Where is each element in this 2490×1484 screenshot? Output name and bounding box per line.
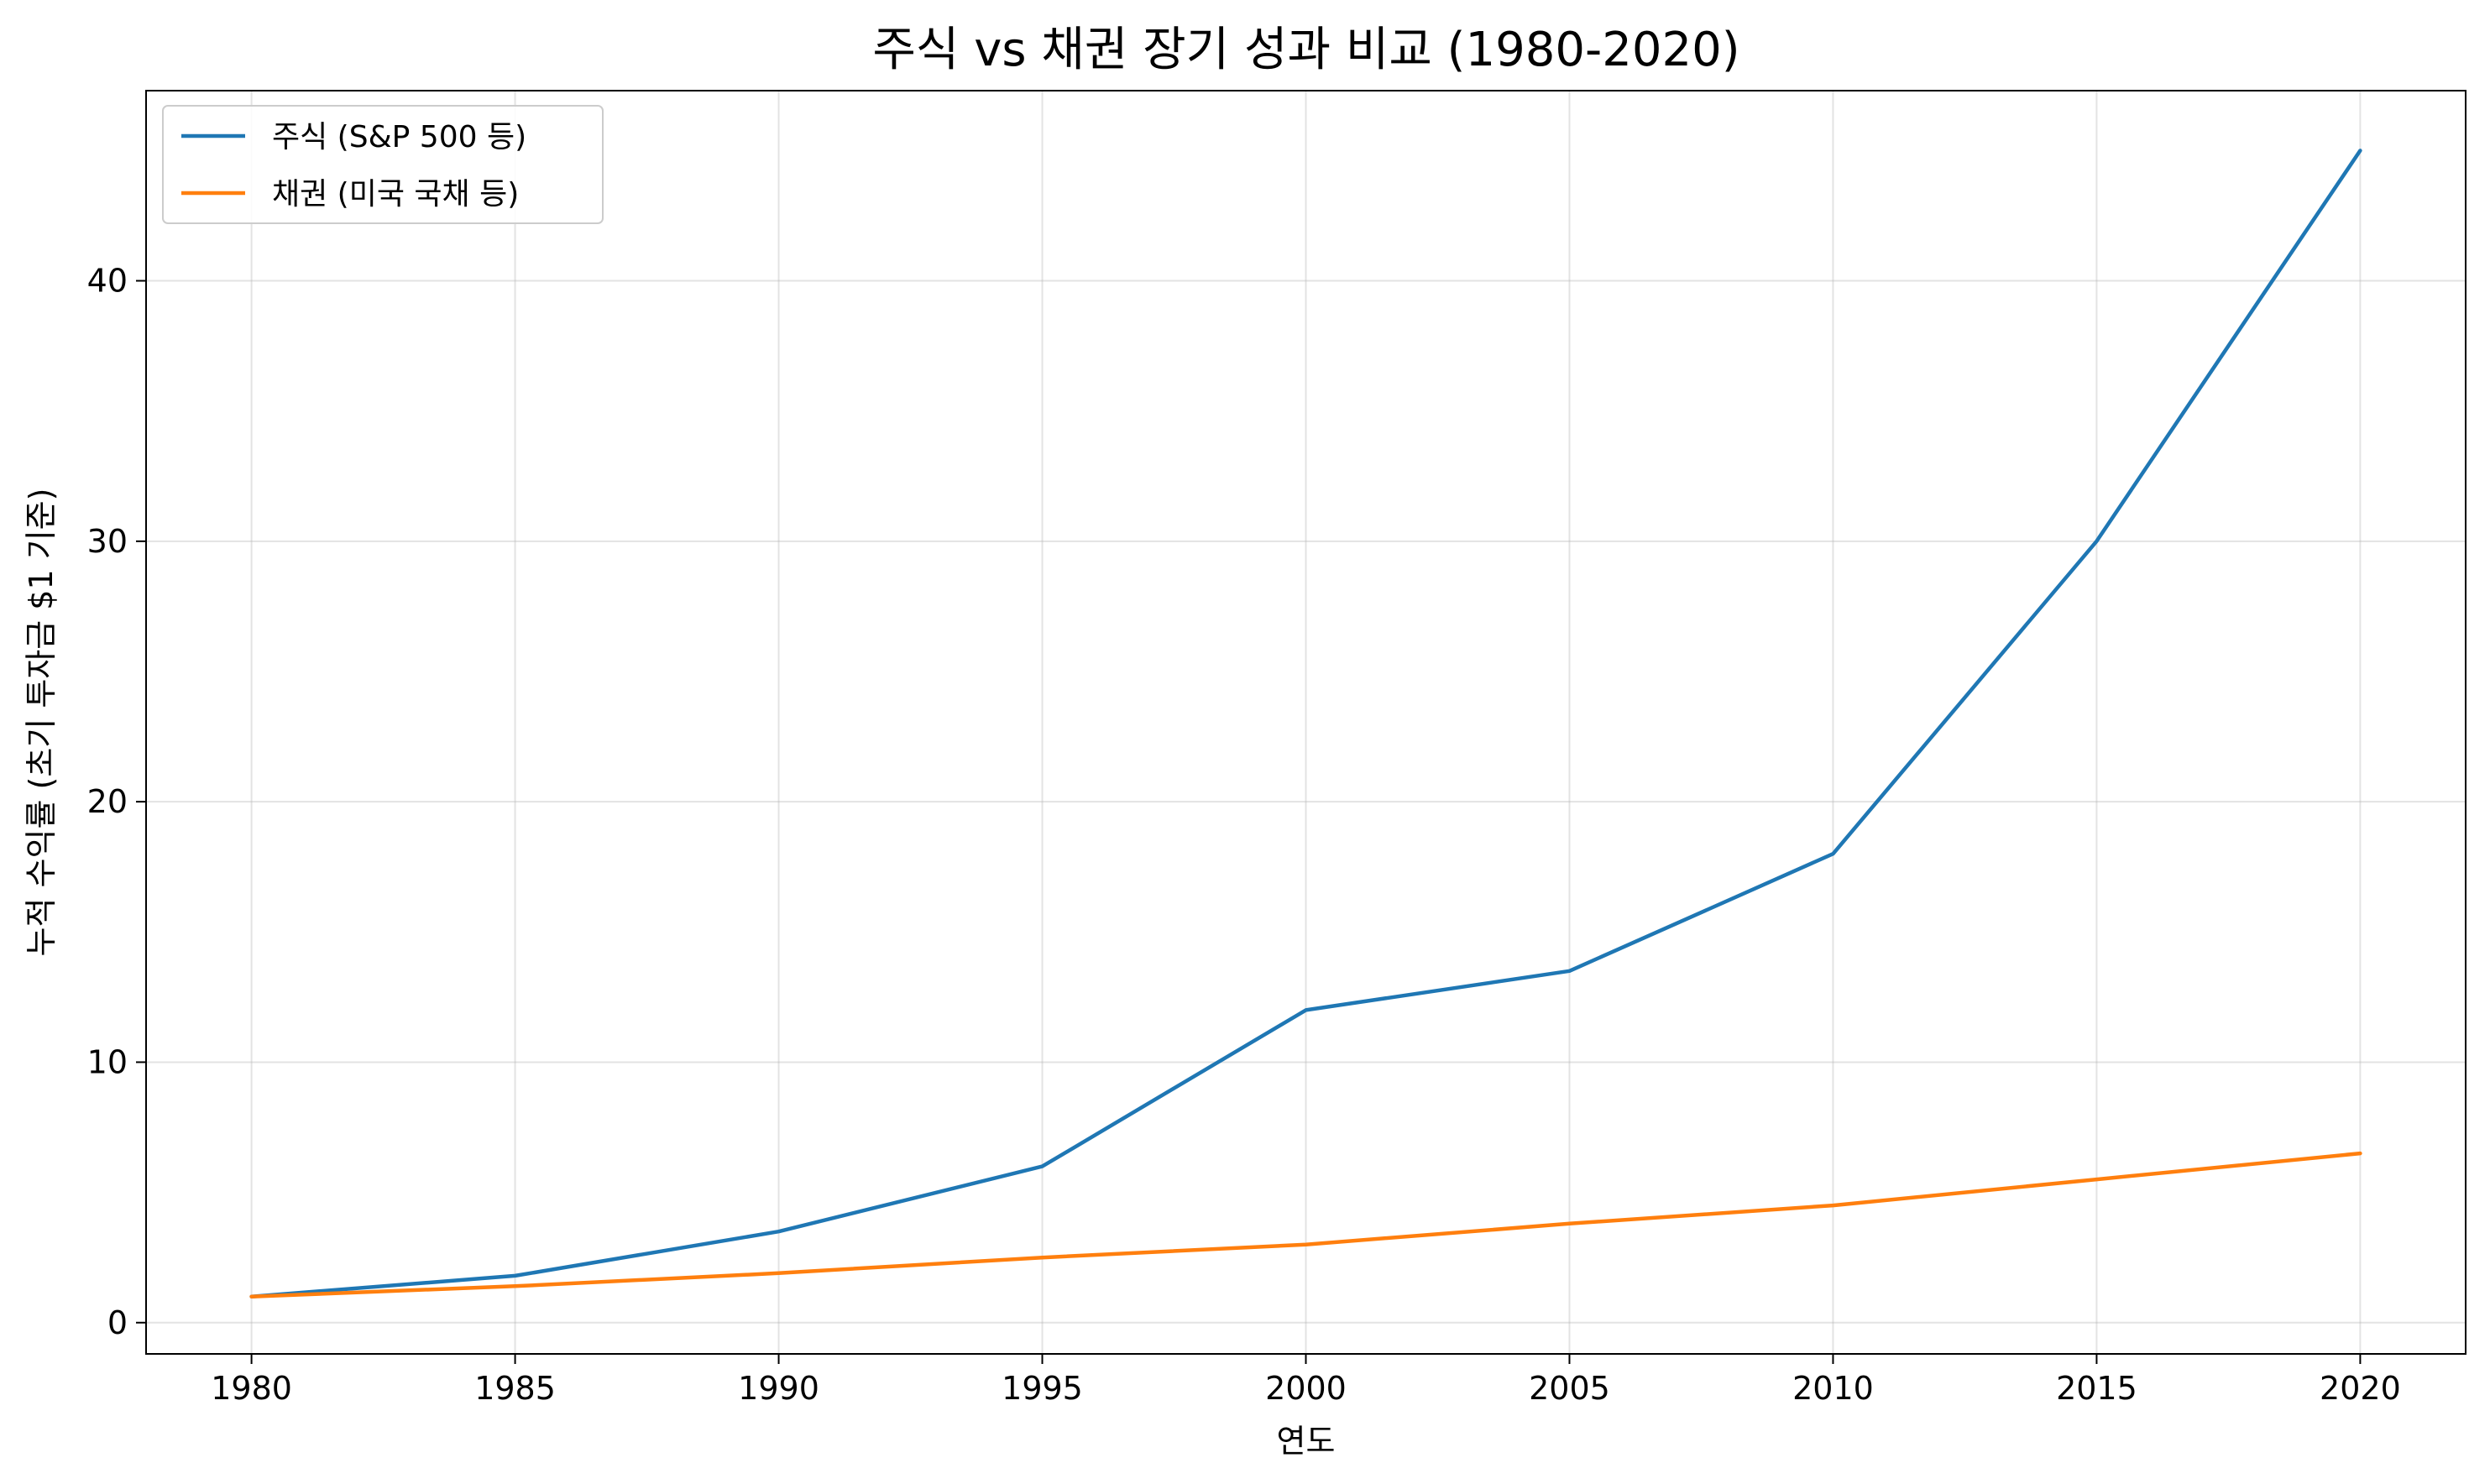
- series-line-2: [249, 1151, 2362, 1298]
- y-tick-label-20: 20: [87, 783, 128, 820]
- y-axis: 0 10 20 30 40: [87, 263, 146, 1341]
- legend-box: [162, 105, 604, 224]
- x-axis-label: 연도: [1277, 1423, 1336, 1460]
- series-line-1: [249, 149, 2362, 1298]
- x-tick-label-2005: 2005: [1529, 1370, 1610, 1407]
- y-tick-label-30: 30: [87, 523, 128, 560]
- legend-label-2: 채권 (미국 국채 등): [272, 177, 519, 212]
- chart-title: 주식 vs 채권 장기 성과 비교 (1980-2020): [872, 23, 1739, 77]
- series-lines: [249, 149, 2362, 1298]
- x-axis: 1980 1985 1990 1995 2000 2005 2010 2015 2020: [211, 1354, 2401, 1407]
- x-tick-label-2015: 2015: [2056, 1370, 2137, 1407]
- y-tick-label-0: 0: [107, 1304, 128, 1341]
- y-axis-label: 누적 수익률 (초기 투자금 $1 기준): [23, 489, 60, 957]
- x-tick-label-2010: 2010: [1792, 1370, 1874, 1407]
- x-tick-label-1995: 1995: [1002, 1370, 1083, 1407]
- x-tick-label-1980: 1980: [211, 1370, 292, 1407]
- y-tick-label-40: 40: [87, 263, 128, 300]
- x-tick-label-1990: 1990: [738, 1370, 819, 1407]
- x-tick-label-2000: 2000: [1265, 1370, 1347, 1407]
- y-tick-label-10: 10: [87, 1043, 128, 1080]
- legend-label-1: 주식 (S&P 500 등): [272, 120, 526, 154]
- legend: 주식 (S&P 500 등) 채권 (미국 국채 등): [162, 105, 604, 224]
- x-tick-label-1985: 1985: [474, 1370, 556, 1407]
- x-tick-label-2020: 2020: [2320, 1370, 2401, 1407]
- grid: [146, 91, 2466, 1354]
